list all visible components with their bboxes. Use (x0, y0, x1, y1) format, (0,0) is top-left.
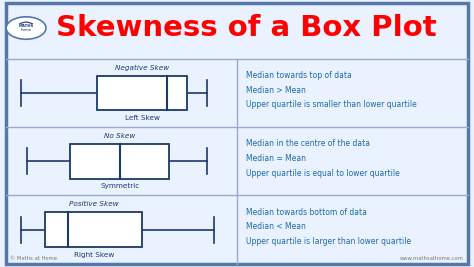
Text: Median towards top of data: Median towards top of data (246, 71, 351, 80)
Text: www.mathsathome.com: www.mathsathome.com (400, 256, 464, 261)
Text: Median < Mean: Median < Mean (246, 222, 305, 231)
Text: Left Skew: Left Skew (125, 115, 160, 121)
Bar (46, 212, 142, 247)
Text: Symmetric: Symmetric (100, 183, 139, 189)
Text: MATHS: MATHS (18, 24, 34, 28)
Text: Negative Skew: Negative Skew (115, 65, 169, 71)
Text: © Maths at Home: © Maths at Home (10, 256, 57, 261)
Text: Median towards bottom of data: Median towards bottom of data (246, 208, 366, 217)
Text: Median = Mean: Median = Mean (246, 154, 306, 163)
Text: Median > Mean: Median > Mean (246, 86, 305, 95)
Text: No Skew: No Skew (104, 133, 135, 139)
Text: Median in the centre of the data: Median in the centre of the data (246, 139, 370, 148)
Text: home: home (20, 28, 32, 32)
Bar (97, 76, 187, 110)
FancyBboxPatch shape (6, 3, 468, 264)
Text: Positive Skew: Positive Skew (69, 202, 118, 207)
Text: Upper quartile is equal to lower quartile: Upper quartile is equal to lower quartil… (246, 169, 399, 178)
Text: Upper quartile is smaller than lower quartile: Upper quartile is smaller than lower qua… (246, 100, 416, 109)
Text: Upper quartile is larger than lower quartile: Upper quartile is larger than lower quar… (246, 237, 410, 246)
Circle shape (6, 17, 46, 39)
Text: Skewness of a Box Plot: Skewness of a Box Plot (56, 14, 437, 42)
Bar (70, 144, 169, 179)
Text: Right Skew: Right Skew (73, 252, 114, 258)
